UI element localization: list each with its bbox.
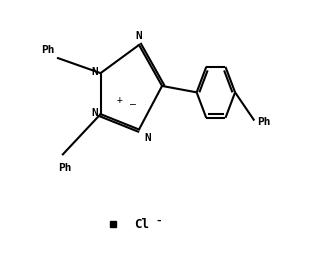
Text: +: + bbox=[117, 95, 123, 105]
Text: N: N bbox=[91, 67, 98, 77]
Text: Ph: Ph bbox=[58, 163, 71, 173]
Text: N: N bbox=[144, 133, 151, 143]
Text: Cl: Cl bbox=[134, 218, 149, 231]
Text: N: N bbox=[91, 108, 98, 118]
Text: -: - bbox=[156, 215, 162, 225]
Text: Ph: Ph bbox=[41, 45, 55, 55]
Text: N: N bbox=[136, 31, 142, 41]
Text: Ph: Ph bbox=[257, 117, 271, 127]
Text: —: — bbox=[130, 99, 136, 109]
